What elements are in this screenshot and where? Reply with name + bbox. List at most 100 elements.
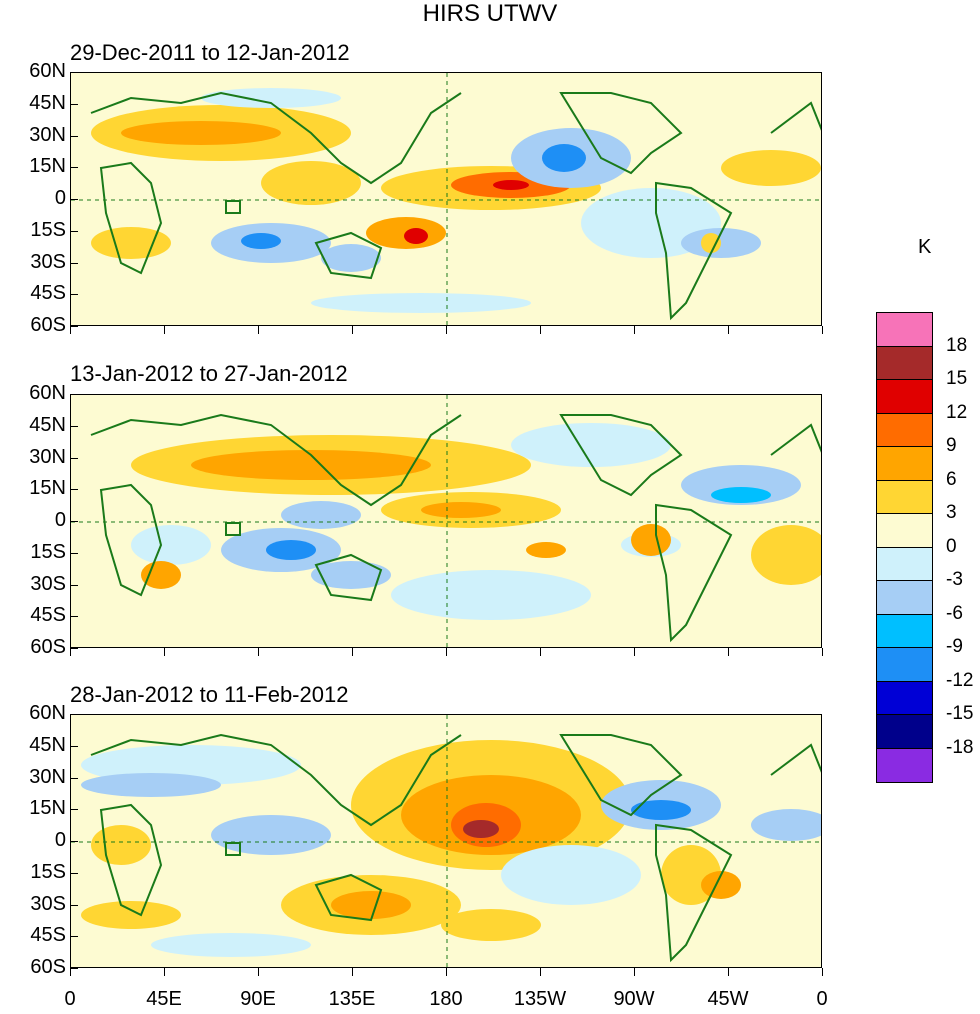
colorbar-box	[877, 648, 932, 682]
panel-2-lon-tick	[728, 648, 729, 656]
panel-3-lat-tick	[70, 968, 78, 969]
panel-1-lat-label: 45S	[30, 282, 66, 305]
panel-3-lon-tick	[728, 968, 729, 976]
colorbar-label: -6	[946, 602, 963, 624]
panel-1-lat-tick	[70, 294, 78, 296]
panel-3-lon-tick	[540, 968, 541, 976]
panel-3-lat-label: 45N	[29, 733, 66, 756]
panel-1-lon-tick	[728, 326, 729, 334]
panel-3-lat-label: 15N	[29, 797, 66, 820]
panel-1-lat-label: 60S	[30, 314, 66, 336]
panel-2-lon-tick	[634, 648, 635, 656]
panel-1-lon-tick	[352, 326, 353, 334]
colorbar-label: 12	[946, 401, 968, 423]
panel-2-lat-tick	[70, 489, 78, 491]
panel-2-date-range: 13-Jan-2012 to 27-Jan-2012	[70, 361, 348, 386]
panel-1-lat-tick	[70, 326, 78, 327]
colorbar-box	[877, 346, 932, 380]
panel-1-lat-label: 15S	[30, 218, 66, 241]
colorbar-label: 0	[946, 535, 957, 557]
panel-2-lon-tick	[446, 648, 447, 656]
panel-1-lat-tick	[70, 262, 78, 264]
panel-1-lon-tick	[70, 326, 71, 334]
panel-3-lat-tick	[70, 777, 78, 779]
panel-2-lat-tick	[70, 648, 78, 649]
panel-3-lat-label: 30S	[30, 892, 66, 915]
colorbar-box	[877, 413, 932, 447]
panel-2-lat-tick	[70, 616, 78, 618]
colorbar-box	[877, 447, 932, 481]
panel-3-lat-label: 30N	[29, 765, 66, 788]
panel-2-lat-tick	[70, 394, 78, 395]
panel-3-lon-tick	[258, 968, 259, 976]
panel-2-lat-tick	[70, 521, 78, 522]
lon-label: 135W	[513, 988, 567, 1010]
panel-3-date-range: 28-Jan-2012 to 11-Feb-2012	[70, 682, 349, 707]
colorbar	[876, 312, 933, 783]
panel-2-lat-label: 15S	[30, 540, 66, 563]
panel-3-lat-tick	[70, 841, 78, 842]
panel-2-coastlines	[90, 413, 821, 643]
panel-1-lat-tick	[70, 72, 78, 73]
lon-label: 90W	[613, 988, 655, 1010]
panel-3-lat-tick	[70, 809, 78, 811]
panel-3-anomaly-field	[81, 740, 821, 957]
lon-label: 0	[816, 988, 828, 1010]
panel-3-lat-label: 60N	[29, 702, 66, 724]
colorbar-box	[877, 514, 932, 548]
panel-1-map	[70, 72, 822, 326]
panel-3-map	[70, 714, 822, 968]
panel-3-lon-tick	[634, 968, 635, 976]
panel-3-lon-tick	[446, 968, 447, 976]
colorbar-box	[877, 313, 932, 347]
panel-2-lon-tick	[540, 648, 541, 656]
lon-label: 0	[64, 988, 76, 1010]
figure-title: HIRS UTWV	[422, 0, 558, 27]
panel-1-lon-tick	[164, 326, 165, 334]
panel-2-lat-label: 60N	[29, 382, 66, 404]
panel-2-lat-tick	[70, 425, 78, 427]
panel-3-coastlines	[90, 733, 821, 963]
colorbar-label: 6	[946, 468, 957, 490]
colorbar-box	[877, 581, 932, 615]
panel-1-lon-tick	[822, 326, 823, 334]
panel-1-lon-tick	[634, 326, 635, 334]
panel-3-lat-label: 15S	[30, 860, 66, 883]
panel-2-anomaly-field	[131, 423, 821, 620]
panel-3-lon-tick	[70, 968, 71, 976]
panel-3-lat-tick	[70, 714, 78, 715]
panel-1-lat-label: 30N	[29, 123, 66, 146]
panel-3-lat-label: 45S	[30, 924, 66, 947]
panel-3-lon-tick	[164, 968, 165, 976]
panel-2-lat-label: 30S	[30, 572, 66, 595]
panel-3-lat-tick	[70, 872, 78, 874]
colorbar-label: 15	[946, 368, 968, 389]
panel-1-lon-tick	[540, 326, 541, 334]
colorbar-box	[877, 547, 932, 581]
panel-2-lon-tick	[70, 648, 71, 656]
panel-3-lat-tick	[70, 904, 78, 906]
colorbar-box	[877, 480, 932, 514]
panel-2-lat-label: 30N	[29, 445, 66, 468]
panel-1-guides	[71, 73, 821, 325]
panel-1-lat-tick	[70, 103, 78, 105]
lon-label: 45E	[146, 988, 182, 1010]
panel-1-lat-label: 45N	[29, 91, 66, 114]
panel-2-lon-tick	[352, 648, 353, 656]
panel-2-lat-label: 45S	[30, 604, 66, 627]
panel-2-lat-tick	[70, 552, 78, 554]
colorbar-label: 9	[946, 435, 957, 456]
panel-3-lat-tick	[70, 745, 78, 747]
lon-label: 45W	[707, 988, 749, 1010]
panel-3-guides	[71, 715, 821, 967]
panel-1-lat-tick	[70, 135, 78, 137]
panel-3-lon-tick	[352, 968, 353, 976]
panel-3-lat-tick	[70, 936, 78, 938]
panel-2-lon-tick	[164, 648, 165, 656]
panel-1-lat-label: 0	[54, 187, 66, 209]
panel-2-lat-label: 0	[54, 509, 66, 531]
panel-1-lat-label: 60N	[29, 60, 66, 82]
colorbar-label: 18	[946, 334, 968, 356]
colorbar-unit: K	[918, 236, 932, 258]
colorbar-label: 3	[946, 502, 957, 523]
